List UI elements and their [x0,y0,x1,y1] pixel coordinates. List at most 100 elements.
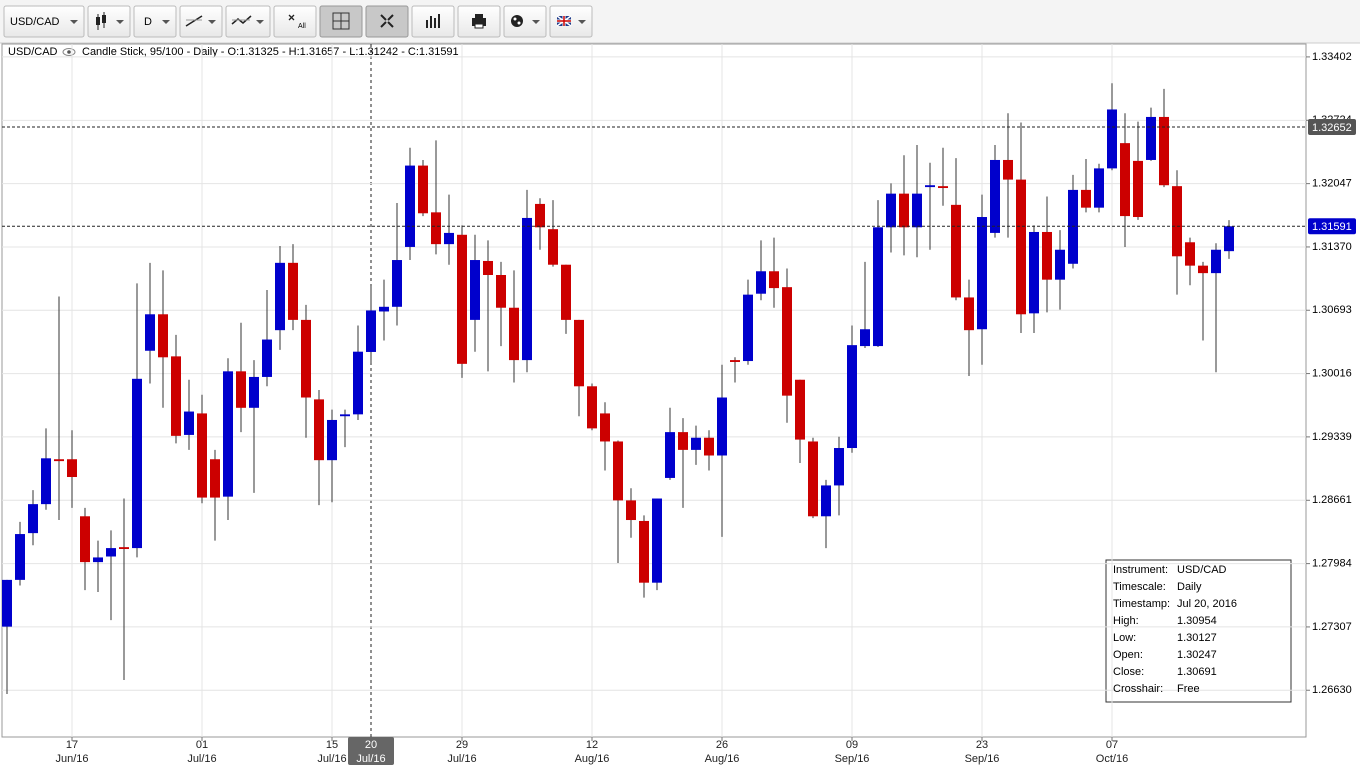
candle-body [795,379,805,440]
candle-body [197,413,207,498]
symbol-button[interactable]: USD/CAD [3,5,85,38]
candle-body [1094,168,1104,208]
candle-body [938,186,948,189]
info-box [1105,559,1292,703]
print-button[interactable] [457,5,501,38]
candle-body [327,419,337,461]
candle-body [301,319,311,398]
candle-body [899,193,909,228]
candle-body [1172,186,1182,257]
candle-body [873,227,883,347]
language-button[interactable] [549,5,593,38]
candle-body [1185,242,1195,266]
info-label: Close: [1113,666,1144,678]
header-symbol: USD/CAD [8,46,58,58]
candle-body [1224,226,1234,252]
candle-body [808,441,818,517]
candle-body [93,557,103,563]
candle-body [15,534,25,580]
info-label: Instrument: [1113,564,1168,576]
y-tick-label: 1.30016 [1312,367,1352,379]
info-label: Crosshair: [1113,683,1163,695]
candle-body [1146,116,1156,160]
y-tick-label: 1.31370 [1312,241,1352,253]
candle-body [769,271,779,289]
info-value: 1.30691 [1177,666,1217,678]
crosshair-label: 20 Jul/16 [356,739,386,765]
candle-body [392,260,402,307]
fullscreen-button[interactable] [365,5,409,38]
candle-body [2,579,12,627]
candle-body [1042,231,1052,280]
indicator-button[interactable] [225,5,271,38]
draw-line-button[interactable] [179,5,223,38]
candle-body [886,193,896,228]
candle-body [67,459,77,478]
candle-body [366,310,376,352]
candle-body [418,165,428,214]
candle-body [119,547,129,550]
info-label: Low: [1113,632,1136,644]
candle-body [860,329,870,347]
info-value: USD/CAD [1177,564,1227,576]
candle-body [600,413,610,442]
candle-body [1016,179,1026,315]
candle-body [990,159,1000,233]
candle-body [54,459,64,462]
candle-body [665,432,675,478]
x-tick-label: 29 Jul/16 [447,739,477,765]
y-tick-label: 1.33402 [1312,51,1352,63]
candle-body [1081,189,1091,208]
candle-body [535,203,545,228]
price-label: 1.32652 [1312,122,1352,134]
candle-body [457,234,467,364]
x-tick-label: 12 Aug/16 [574,739,610,765]
clear-all-button[interactable]: All [273,5,317,38]
clear-all-label: All [298,23,306,30]
info-value: Daily [1177,581,1202,593]
candle-body [522,217,532,361]
candle-body [405,165,415,247]
candle-body [652,498,662,583]
volume-button[interactable] [411,5,455,38]
theme-button[interactable] [503,5,547,38]
visibility-icon[interactable] [62,48,76,56]
candle-body [626,500,636,521]
candle-body [717,397,727,456]
y-tick-label: 1.27984 [1312,558,1352,570]
candle-body [80,516,90,563]
candle-body [561,264,571,320]
y-tick-label: 1.28661 [1312,494,1352,506]
y-tick-label: 1.32047 [1312,178,1352,190]
candle-body [951,204,961,298]
candle-body [925,185,935,188]
price-label-box [1308,119,1356,136]
candle-body [106,548,116,557]
x-tick-label: 17 Jun/16 [55,739,89,765]
info-label: High: [1113,615,1139,627]
candle-body [184,411,194,435]
candle-body [275,262,285,331]
chart-type-button[interactable] [87,5,131,38]
candle-body [977,217,987,330]
candle-body [223,371,233,497]
x-tick-label: 23 Sep/16 [964,739,1000,765]
candle-body [288,262,298,320]
candle-body [678,432,688,450]
grid-toggle-button[interactable] [319,5,363,38]
crosshair-label-box [348,737,394,765]
candle-body [496,275,506,308]
candle-body [1029,231,1039,314]
timescale-button[interactable]: D [133,5,177,38]
candle-body [964,297,974,331]
info-value: 1.30127 [1177,632,1217,644]
candle-body [483,260,493,275]
info-value: Jul 20, 2016 [1177,598,1237,610]
candle-body [470,260,480,320]
candle-body [587,386,597,429]
x-tick-label: 26 Aug/16 [704,739,740,765]
x-tick-label: 01 Jul/16 [187,739,217,765]
candle-body [730,360,740,362]
